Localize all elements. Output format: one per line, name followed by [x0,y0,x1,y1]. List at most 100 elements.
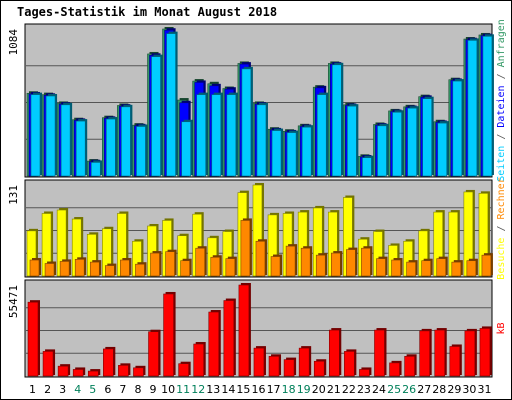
bar-seiten-day-12 [196,94,207,177]
bar-kb-day-4 [72,369,84,377]
day-label-25: 25 [387,383,401,396]
bar-rechner-day-3 [59,261,70,277]
bar-rechner-day-25 [391,259,401,277]
day-label-23: 23 [357,383,371,396]
bar-rechner-day-30 [466,260,477,277]
bar-rechner-day-8 [135,263,145,277]
bar-seiten-day-17 [271,130,282,177]
bar-rechner-day-10 [165,251,175,277]
bar-kb-day-11 [178,363,189,377]
bar-kb-day-28 [434,329,446,377]
bar-seiten-day-19 [301,126,312,177]
legend-entry-anfragen: Anfragen [496,19,507,67]
bar-rechner-day-13 [210,256,221,277]
series-rechner [29,218,493,277]
bar-rechner-day-15 [240,220,251,277]
panel-bottom-legend: kB [496,322,507,334]
panel-top-max-label: 1084 [7,29,20,56]
day-label-29: 29 [447,383,461,396]
bar-kb-day-15 [238,284,250,377]
day-label-10: 10 [161,383,175,396]
bar-kb-day-21 [328,329,340,377]
bar-rechner-day-16 [255,240,266,277]
day-label-16: 16 [252,383,266,396]
panel-middle: 131 [7,179,493,278]
bar-seiten-day-6 [106,118,116,177]
bar-rechner-day-27 [421,260,431,277]
bar-rechner-day-6 [105,265,115,277]
bar-rechner-day-17 [270,256,281,277]
bar-rechner-day-28 [436,258,447,277]
chart-panels: 1084 131 55471 [7,23,494,378]
bar-kb-day-3 [57,365,69,377]
bar-seiten-day-21 [331,64,342,177]
bar-kb-day-27 [419,330,430,377]
bar-rechner-day-18 [285,245,296,277]
bar-kb-day-16 [253,347,265,377]
day-label-14: 14 [221,383,235,396]
panel-top-legend: Seiten / Dateien / Anfragen [496,19,507,182]
bar-kb-day-31 [479,328,491,377]
series-kb [27,283,492,377]
bar-kb-day-2 [42,351,54,377]
bar-seiten-day-28 [437,122,448,177]
day-label-21: 21 [327,383,341,396]
day-label-22: 22 [342,383,356,396]
bar-rechner-day-20 [315,254,326,277]
day-label-2: 2 [44,383,51,396]
bar-seiten-day-2 [45,95,56,177]
bar-seiten-day-1 [30,94,41,177]
day-label-5: 5 [89,383,96,396]
bar-rechner-day-22 [346,249,356,277]
day-label-18: 18 [282,383,296,396]
day-label-1: 1 [29,383,36,396]
legend-entry-besuche: Besuche [496,238,507,280]
bar-kb-day-5 [87,370,99,377]
bar-rechner-day-12 [195,247,206,277]
legend-separator: / [496,67,507,85]
bar-kb-day-14 [223,300,235,377]
bar-rechner-day-19 [300,247,311,277]
day-label-9: 9 [150,383,157,396]
bar-seiten-day-11 [181,121,191,177]
bar-kb-day-30 [464,330,476,377]
bar-rechner-day-5 [89,261,100,277]
bar-seiten-day-4 [75,120,86,177]
bar-seiten-day-25 [392,111,402,177]
bar-kb-day-25 [389,362,400,377]
day-label-6: 6 [104,383,111,396]
legend-entry-dateien: Dateien [496,85,507,127]
panel-bottom-max-label: 55471 [7,285,20,318]
bar-seiten-day-13 [211,94,222,177]
day-label-28: 28 [432,383,446,396]
bar-seiten-day-8 [136,126,146,177]
bar-kb-day-24 [374,329,385,377]
series-seiten [30,31,494,177]
bar-seiten-day-7 [121,106,131,177]
legend-separator: / [496,219,507,237]
day-label-3: 3 [59,383,66,396]
bar-rechner-day-31 [481,254,492,277]
legend-separator: / [496,128,507,146]
bar-kb-day-9 [148,331,159,377]
day-label-4: 4 [74,383,81,396]
panel-top: 1084 [7,23,494,178]
day-label-7: 7 [119,383,126,396]
bar-rechner-day-23 [361,247,371,277]
bar-rechner-day-1 [29,259,40,277]
bar-kb-day-6 [103,348,114,377]
panel-middle-max-label: 131 [7,185,20,205]
day-label-12: 12 [191,383,205,396]
bar-kb-day-26 [404,356,415,377]
day-label-8: 8 [134,383,141,396]
bar-seiten-day-15 [241,68,252,177]
day-label-26: 26 [402,383,416,396]
bar-seiten-day-31 [482,36,493,177]
bar-kb-day-8 [133,367,144,377]
bar-seiten-day-5 [90,162,101,177]
day-label-30: 30 [462,383,476,396]
bar-seiten-day-27 [422,98,432,177]
bar-rechner-day-14 [225,258,236,277]
